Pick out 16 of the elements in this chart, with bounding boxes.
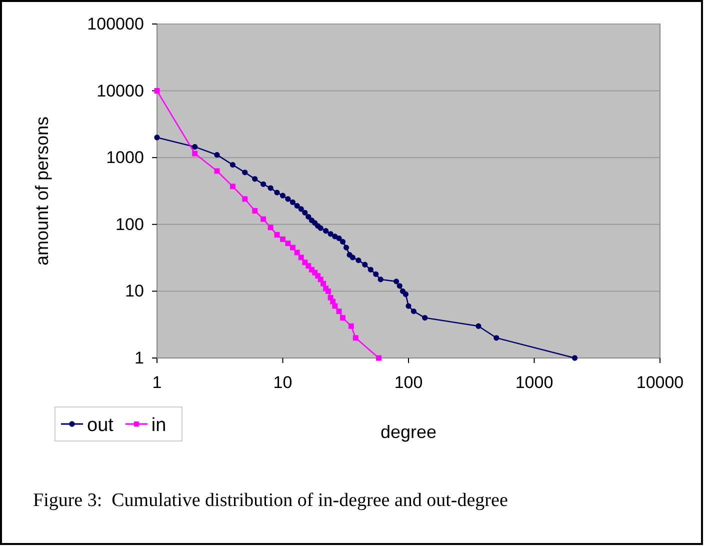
y-tick-label: 1 <box>134 348 144 368</box>
x-tick-label: 10 <box>273 373 292 392</box>
y-tick-label: 100000 <box>87 14 144 34</box>
x-tick-label: 10000 <box>636 373 684 392</box>
y-axis-title: amount of persons <box>32 116 52 266</box>
legend-label: out <box>87 415 114 436</box>
x-tick-label: 1000 <box>515 373 554 392</box>
caption: Figure 3: Cumulative distribution of in-degree and out-degree <box>33 490 508 511</box>
y-tick-label: 10 <box>124 282 144 301</box>
y-tick-label: 100 <box>116 214 144 234</box>
x-axis-title: degree <box>380 422 437 442</box>
x-tick-label: 100 <box>394 373 423 392</box>
x-tick-label: 1 <box>152 373 162 392</box>
legend-label: in <box>151 415 166 436</box>
y-tick-label: 1000 <box>106 148 144 168</box>
y-tick-label: 10000 <box>96 81 144 100</box>
